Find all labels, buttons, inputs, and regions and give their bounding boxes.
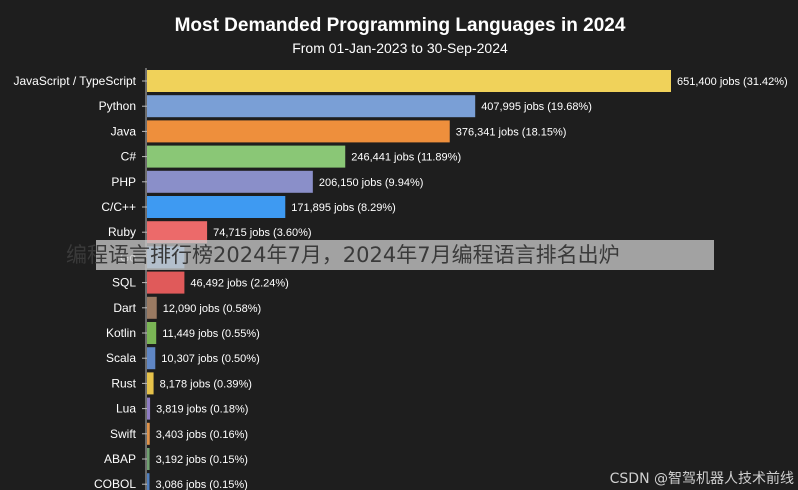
value-label-13: 3,819 jobs (0.18%): [156, 404, 248, 416]
bar-9: [147, 296, 157, 319]
bar-10: [147, 322, 157, 344]
category-label-11: Scala: [106, 351, 136, 365]
bar-8: [147, 271, 185, 294]
overlay-caption: 编程语言排行榜2024年7月，2024年7月编程语言排名出炉: [66, 240, 714, 270]
value-label-2: 376,341 jobs (18.15%): [456, 126, 567, 138]
category-label-2: Java: [111, 124, 137, 138]
bar-13: [147, 397, 151, 420]
value-label-6: 74,715 jobs (3.60%): [213, 227, 311, 239]
value-label-11: 10,307 jobs (0.50%): [161, 353, 259, 365]
category-label-6: Ruby: [108, 225, 136, 239]
category-label-8: SQL: [112, 276, 136, 290]
bar-2: [147, 120, 450, 143]
bar-4: [147, 170, 313, 193]
bar-5: [147, 196, 286, 218]
value-label-5: 171,895 jobs (8.29%): [291, 202, 396, 214]
category-label-14: Swift: [110, 427, 137, 441]
value-label-3: 246,441 jobs (11.89%): [351, 152, 461, 164]
bar-16: [147, 473, 150, 490]
value-label-15: 3,192 jobs (0.15%): [156, 454, 248, 466]
category-label-4: PHP: [111, 175, 136, 189]
value-label-1: 407,995 jobs (19.68%): [481, 101, 592, 113]
category-label-1: Python: [99, 99, 136, 113]
category-label-3: C#: [121, 150, 137, 164]
value-label-16: 3,086 jobs (0.15%): [155, 479, 247, 490]
value-label-14: 3,403 jobs (0.16%): [156, 429, 248, 441]
category-label-10: Kotlin: [106, 326, 136, 340]
category-label-16: COBOL: [94, 477, 136, 490]
category-label-15: ABAP: [104, 452, 136, 466]
chart-subtitle: From 01-Jan-2023 to 30-Sep-2024: [292, 40, 508, 56]
bar-14: [147, 422, 150, 445]
value-label-9: 12,090 jobs (0.58%): [163, 303, 261, 315]
category-label-9: Dart: [113, 301, 136, 315]
bar-3: [147, 145, 346, 168]
category-label-13: Lua: [116, 402, 136, 416]
overlay-caption-text: 编程语言排行榜2024年7月，2024年7月编程语言排名出炉: [66, 243, 620, 267]
bar-0: [147, 70, 671, 92]
bars-group: JavaScript / TypeScript 651,400 jobs (31.…: [14, 70, 788, 490]
bar-6: [147, 221, 208, 244]
watermark: CSDN @智驾机器人技术前线: [609, 471, 794, 487]
value-label-0: 651,400 jobs (31.42%): [677, 76, 788, 88]
bar-11: [147, 347, 156, 370]
value-label-12: 8,178 jobs (0.39%): [160, 378, 252, 390]
bar-1: [147, 95, 476, 118]
value-label-10: 11,449 jobs (0.55%): [162, 328, 260, 340]
value-label-4: 206,150 jobs (9.94%): [319, 177, 424, 189]
category-label-0: JavaScript / TypeScript: [14, 74, 137, 88]
chart-title: Most Demanded Programming Languages in 2…: [175, 15, 626, 36]
category-label-12: Rust: [111, 376, 136, 390]
bar-12: [147, 372, 154, 395]
bar-15: [147, 448, 150, 470]
category-label-5: C/C++: [101, 200, 136, 214]
value-label-8: 46,492 jobs (2.24%): [190, 278, 288, 290]
